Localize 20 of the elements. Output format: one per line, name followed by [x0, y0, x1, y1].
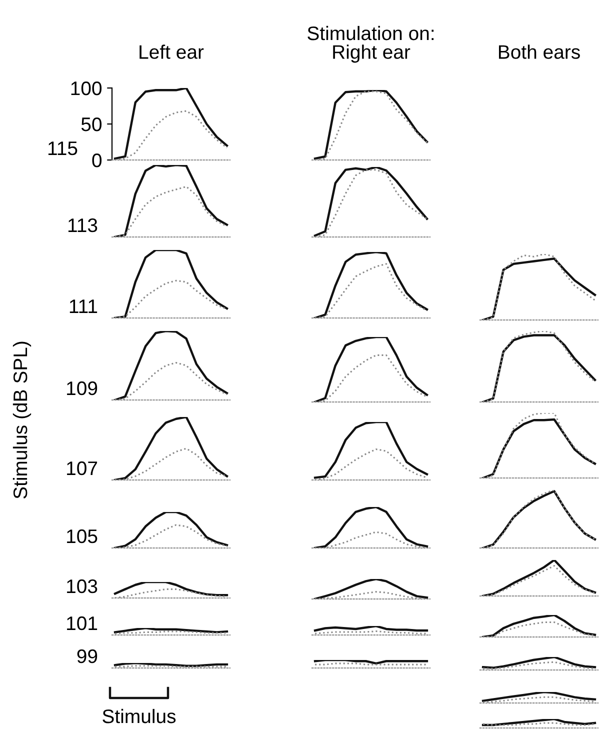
y-axis-title: 105 [67, 529, 98, 544]
y-axis-title: 113 [68, 218, 98, 232]
text: Stimulus (dB SPL) [12, 342, 32, 499]
y-tick-label: 50 [81, 117, 102, 132]
chart-title: Both ears [498, 44, 580, 59]
text: Stimulus [102, 708, 176, 724]
chart-title: Left ear [140, 44, 204, 59]
text: Stimulation on: [308, 26, 434, 40]
y-axis-title: 107 [67, 461, 98, 476]
line-series [114, 110, 228, 160]
y-tick-label: 100 [71, 81, 102, 96]
y-axis-title: 111 [70, 300, 98, 313]
y-tick-label: 0 [92, 153, 102, 168]
y-axis-title: 99 [77, 649, 98, 664]
y-axis-title: 101 [67, 616, 98, 630]
y-axis-title: 115 [48, 142, 78, 156]
y-axis-title: 103 [67, 579, 98, 594]
chart-title: Right ear [333, 44, 410, 63]
y-axis-title: 109 [67, 381, 98, 396]
line-series [114, 88, 228, 160]
